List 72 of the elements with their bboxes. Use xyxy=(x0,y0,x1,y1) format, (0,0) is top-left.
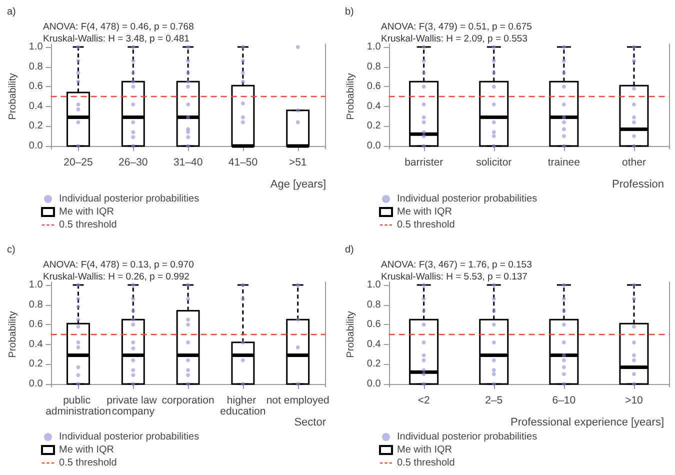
y-tick-label: 0.4 xyxy=(366,338,382,350)
x-axis-title: Professional experience [years] xyxy=(510,416,664,428)
x-tick-label: 6–10 xyxy=(552,394,576,406)
x-tick-label: >10 xyxy=(625,394,644,406)
x-tick-label: higher education xyxy=(220,394,266,418)
x-tick-label: other xyxy=(622,156,646,168)
x-tick-label: barrister xyxy=(404,156,444,168)
legend-label: 0.5 threshold xyxy=(59,220,117,230)
y-tick-label: 0.0 xyxy=(366,140,382,152)
y-tick-label: 0.8 xyxy=(366,299,382,310)
x-axis-title: Sector xyxy=(294,416,326,428)
annotation: Kruskal-Wallis: H = 5.53, p = 0.137 xyxy=(381,272,528,282)
x-tick-label: <2 xyxy=(418,394,430,406)
x-tick-label: not employed xyxy=(266,394,330,406)
chart-title: b) xyxy=(345,6,354,18)
legend-label: Individual posterior probabilities xyxy=(59,194,200,204)
y-tick-label: 0.8 xyxy=(366,61,382,72)
text: ANOVA: F(4, 478) = 0.46, p = 0.768 xyxy=(43,22,194,32)
y-tick-label: 0.2 xyxy=(366,120,382,132)
annotation: Kruskal-Wallis: H = 2.09, p = 0.553 xyxy=(381,34,528,44)
text: ANOVA: F(4, 478) = 0.13, p = 0.970 xyxy=(43,260,194,270)
y-tick-label: 0.4 xyxy=(366,100,382,112)
y-axis-title: Probability xyxy=(8,311,18,358)
y-tick-label: 0.2 xyxy=(28,358,44,370)
x-tick-label: solicitor xyxy=(476,156,512,168)
y-tick-label: 0.8 xyxy=(28,299,44,310)
x-tick-label: 26–30 xyxy=(118,156,148,168)
x-tick-label: 20–25 xyxy=(64,156,94,168)
x-tick-label: 2–5 xyxy=(485,394,503,406)
legend-label: Individual posterior probabilities xyxy=(59,432,200,442)
chart-title: a) xyxy=(7,6,16,18)
x-tick-label: trainee xyxy=(548,156,580,168)
x-axis-title: Profession xyxy=(612,178,664,190)
chart-title: d) xyxy=(345,244,354,256)
text: ANOVA: F(3, 467) = 1.76, p = 0.153 xyxy=(381,260,532,270)
x-tick-label: >51 xyxy=(288,156,307,168)
y-tick-label: 0.0 xyxy=(28,378,44,390)
x-tick-label: 31–40 xyxy=(173,156,203,168)
legend-label: Individual posterior probabilities xyxy=(397,194,538,204)
legend-label: Me with IQR xyxy=(59,206,114,218)
x-tick-label: corporation xyxy=(162,394,214,406)
x-axis-title: Age [years] xyxy=(270,178,326,190)
y-tick-label: 1.0 xyxy=(28,279,44,290)
annotation: Kruskal-Wallis: H = 3.48, p = 0.481 xyxy=(43,34,190,44)
y-axis-title: Probability xyxy=(346,73,356,120)
legend-label: 0.5 threshold xyxy=(397,220,455,230)
y-tick-label: 0.4 xyxy=(28,100,44,112)
x-tick-label: 41–50 xyxy=(228,156,258,168)
legend-label: 0.5 threshold xyxy=(59,458,117,468)
legend-label: 0.5 threshold xyxy=(397,458,455,468)
legend-label: Me with IQR xyxy=(59,444,114,456)
legend-label: Me with IQR xyxy=(397,444,452,456)
y-tick-label: 0.8 xyxy=(28,61,44,72)
y-axis-title: Probability xyxy=(8,73,18,120)
y-tick-label: 0.4 xyxy=(28,338,44,350)
y-tick-label: 1.0 xyxy=(366,41,382,52)
y-tick-label: 0.6 xyxy=(366,319,382,330)
legend-label: Me with IQR xyxy=(397,206,452,218)
annotation: Kruskal-Wallis: H = 0.26, p = 0.992 xyxy=(43,272,190,282)
y-tick-label: 0.2 xyxy=(28,120,44,132)
text: ANOVA: F(3, 479) = 0.51, p = 0.675 xyxy=(381,22,532,32)
y-tick-label: 0.6 xyxy=(28,319,44,330)
y-tick-label: 0.6 xyxy=(366,81,382,92)
y-tick-label: 0.6 xyxy=(28,81,44,92)
y-tick-label: 1.0 xyxy=(366,279,382,290)
chart-title: c) xyxy=(7,244,16,256)
y-tick-label: 0.0 xyxy=(366,378,382,390)
legend-label: Individual posterior probabilities xyxy=(397,432,538,442)
y-tick-label: 0.2 xyxy=(366,358,382,370)
y-tick-label: 0.0 xyxy=(28,140,44,152)
y-axis-title: Probability xyxy=(346,311,356,358)
y-tick-label: 1.0 xyxy=(28,41,44,52)
